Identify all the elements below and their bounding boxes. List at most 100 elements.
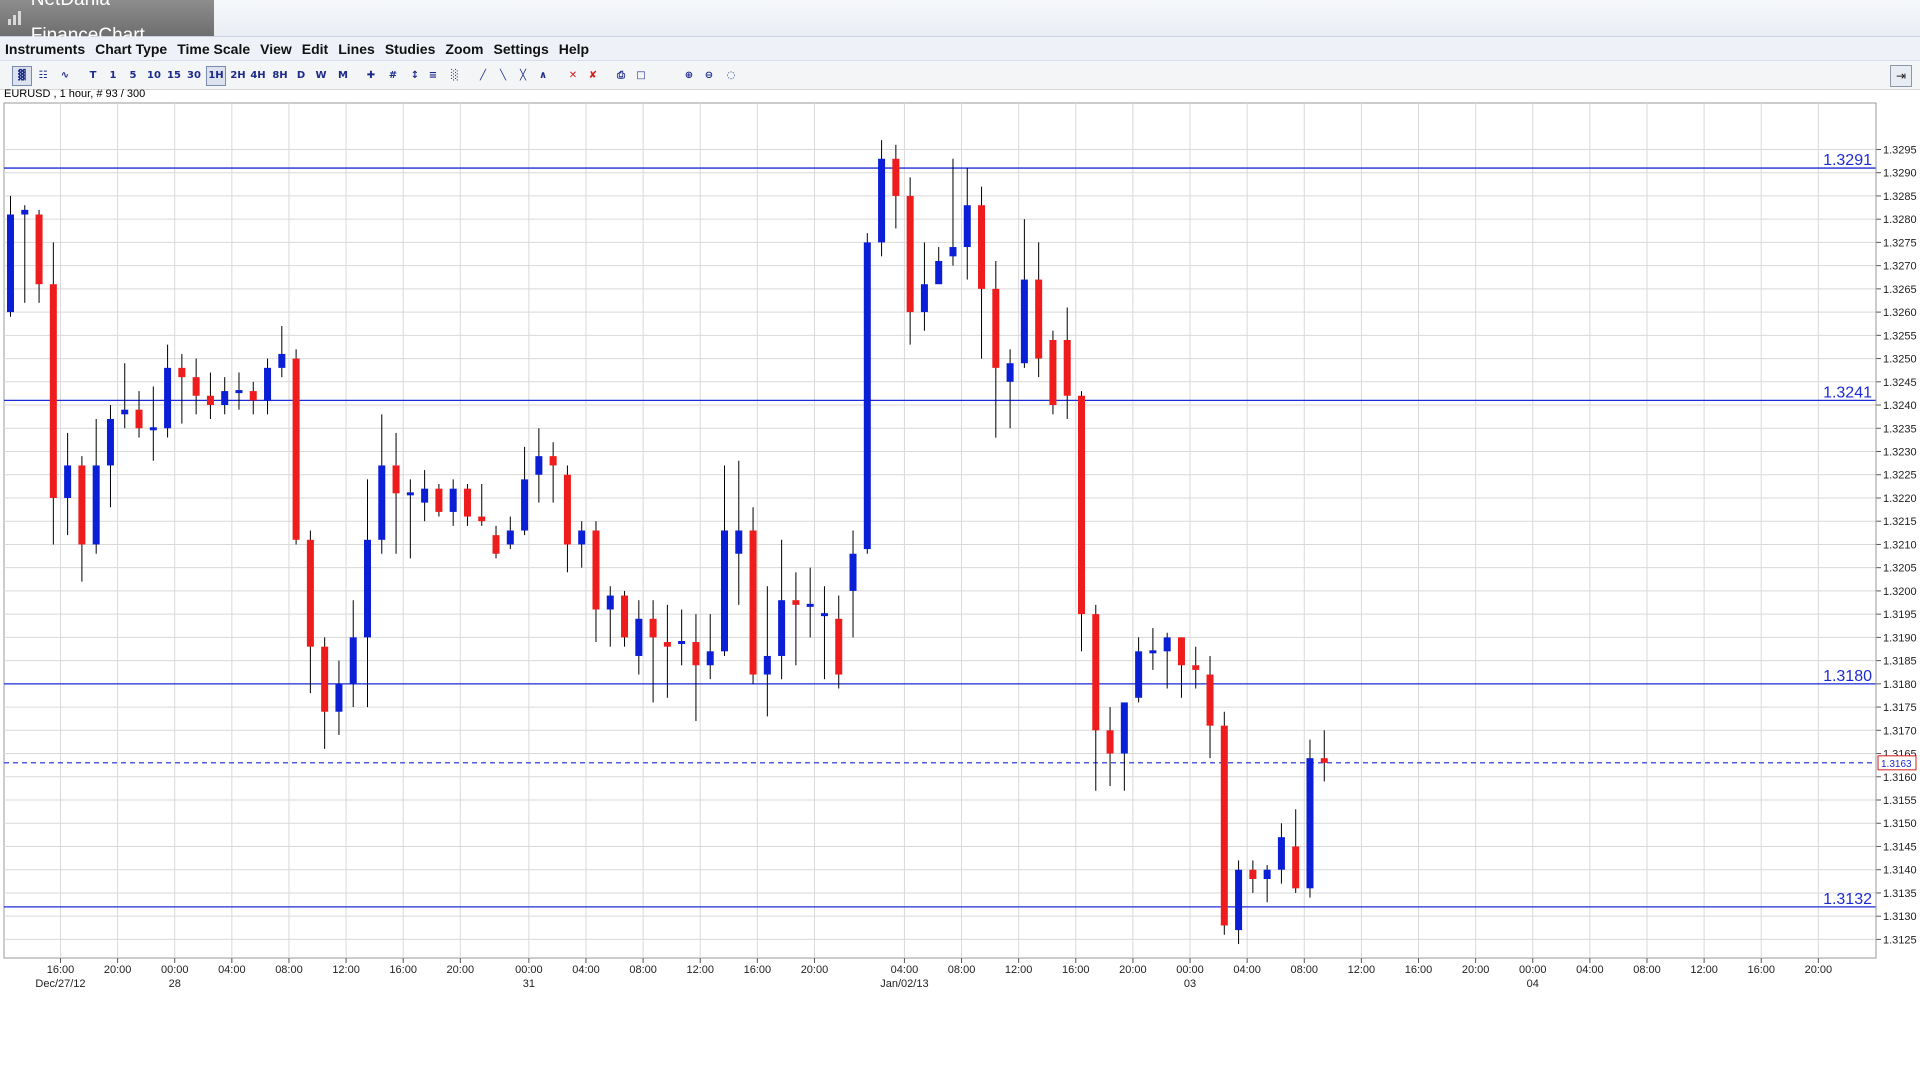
candle-body[interactable] xyxy=(35,214,43,285)
window-title-tab[interactable]: NetDania FinanceChart xyxy=(0,0,214,46)
candle-body[interactable] xyxy=(563,474,571,545)
timeframe-button-m[interactable]: M xyxy=(338,70,348,81)
candle-body[interactable] xyxy=(106,418,114,466)
candle-body[interactable] xyxy=(1035,279,1043,359)
plot-area[interactable] xyxy=(3,102,1877,959)
candle-body[interactable] xyxy=(1135,651,1143,698)
delete-all-icon[interactable]: ✘ xyxy=(588,70,598,81)
candle-body[interactable] xyxy=(221,391,229,406)
candle-body[interactable] xyxy=(749,530,757,675)
candle-body[interactable] xyxy=(192,377,200,396)
scale-icon[interactable]: ↕ xyxy=(410,70,420,81)
price-chart[interactable]: 1.3125 1.3130 1.3135 1.3140 1.3145 1.3150 1.31… xyxy=(0,98,1920,996)
candle-body[interactable] xyxy=(621,595,629,638)
candle-body[interactable] xyxy=(1063,339,1071,396)
candle-body[interactable] xyxy=(578,530,586,545)
candle-body[interactable] xyxy=(492,535,500,554)
candle-body[interactable] xyxy=(135,409,143,429)
candle-body[interactable] xyxy=(392,465,400,494)
trendline-icon[interactable]: ╱ xyxy=(479,70,487,81)
menu-item-studies[interactable]: Studies xyxy=(384,40,436,57)
menu-item-time-scale[interactable]: Time Scale xyxy=(177,40,251,57)
candle-body[interactable] xyxy=(635,618,643,656)
candle-body[interactable] xyxy=(663,642,671,647)
candle-body[interactable] xyxy=(1006,363,1014,382)
candle-body[interactable] xyxy=(478,516,486,522)
candle-body[interactable] xyxy=(706,651,714,666)
candle-body[interactable] xyxy=(649,618,657,638)
candle-body[interactable] xyxy=(1149,650,1157,654)
candle-body[interactable] xyxy=(21,209,29,215)
candle-body[interactable] xyxy=(949,247,957,257)
candle-body[interactable] xyxy=(892,158,900,196)
candle-body[interactable] xyxy=(335,683,343,712)
candle-body[interactable] xyxy=(849,553,857,591)
candle-body[interactable] xyxy=(1320,758,1328,763)
zoom-out-icon[interactable]: ⊖ xyxy=(704,70,714,81)
candle-body[interactable] xyxy=(835,618,843,675)
candle-body[interactable] xyxy=(806,603,814,607)
candle-body[interactable] xyxy=(364,539,371,638)
candle-body[interactable] xyxy=(521,479,529,531)
candle-body[interactable] xyxy=(449,488,457,512)
timeframe-button-8h[interactable]: 8H xyxy=(272,70,288,81)
bar-chart-icon[interactable]: ☷ xyxy=(38,70,48,81)
candle-body[interactable] xyxy=(349,637,357,684)
menu-item-view[interactable]: View xyxy=(260,40,292,57)
zoom-in-icon[interactable]: ⊕ xyxy=(684,70,694,81)
candle-body[interactable] xyxy=(678,641,686,645)
timeframe-button-w[interactable]: W xyxy=(315,70,327,81)
timeframe-button-10[interactable]: 10 xyxy=(147,70,161,81)
candle-body[interactable] xyxy=(1120,702,1128,754)
candle-body[interactable] xyxy=(206,395,214,406)
candle-body[interactable] xyxy=(306,539,314,647)
candle-body[interactable] xyxy=(1277,837,1285,870)
candle-body[interactable] xyxy=(378,465,386,540)
candle-body[interactable] xyxy=(1049,339,1057,406)
candle-body[interactable] xyxy=(935,260,943,285)
menu-item-zoom[interactable]: Zoom xyxy=(445,40,484,57)
candle-body[interactable] xyxy=(264,367,272,401)
menu-item-settings[interactable]: Settings xyxy=(493,40,549,57)
timeframe-button-2h[interactable]: 2H xyxy=(230,70,246,81)
candle-body[interactable] xyxy=(606,595,614,610)
studies-icon[interactable]: ░ xyxy=(451,70,459,81)
delete-line-icon[interactable]: ✕ xyxy=(568,70,578,81)
timeframe-button-1h[interactable]: 1H xyxy=(206,66,226,86)
candle-body[interactable] xyxy=(463,488,471,517)
channel-icon[interactable]: ╲ xyxy=(499,70,507,81)
candle-body[interactable] xyxy=(164,367,172,429)
candle-body[interactable] xyxy=(7,214,14,313)
candle-body[interactable] xyxy=(235,390,243,394)
candle-body[interactable] xyxy=(1092,614,1100,731)
candle-body[interactable] xyxy=(535,456,543,475)
candle-body[interactable] xyxy=(64,465,72,498)
candle-body[interactable] xyxy=(906,195,914,313)
timeframe-button-1[interactable]: 1 xyxy=(109,70,117,81)
timeframe-button-5[interactable]: 5 xyxy=(129,70,137,81)
line-chart-icon[interactable]: ∿ xyxy=(60,70,70,81)
zoom-reset-icon[interactable]: ◌ xyxy=(726,70,736,81)
menu-item-lines[interactable]: Lines xyxy=(338,40,375,57)
candle-body[interactable] xyxy=(878,158,886,243)
candle-body[interactable] xyxy=(1249,869,1257,880)
timeframe-button-d[interactable]: D xyxy=(296,70,306,81)
candle-body[interactable] xyxy=(149,427,157,431)
candle-body[interactable] xyxy=(435,488,443,512)
candle-body[interactable] xyxy=(963,205,971,248)
candle-body[interactable] xyxy=(121,409,129,415)
menu-item-edit[interactable]: Edit xyxy=(301,40,329,57)
candle-body[interactable] xyxy=(863,242,871,550)
candle-body[interactable] xyxy=(792,600,800,605)
candle-body[interactable] xyxy=(549,456,557,466)
andrews-icon[interactable]: ∧ xyxy=(538,70,548,81)
timeframe-button-t[interactable]: T xyxy=(89,70,97,81)
candle-body[interactable] xyxy=(1206,674,1214,726)
candle-body[interactable] xyxy=(278,353,286,368)
candle-body[interactable] xyxy=(763,655,771,675)
timeframe-button-30[interactable]: 30 xyxy=(187,70,201,81)
candle-body[interactable] xyxy=(1163,637,1171,652)
panel-toggle-icon[interactable]: ⇥ xyxy=(1890,65,1912,87)
candle-body[interactable] xyxy=(1020,279,1028,364)
print-icon[interactable]: ⎙ xyxy=(617,70,625,81)
